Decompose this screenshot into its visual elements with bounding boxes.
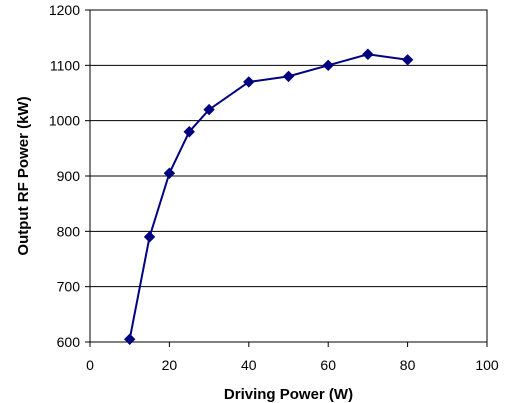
x-tick-label: 40 <box>241 357 257 373</box>
y-tick-label: 1000 <box>49 113 80 129</box>
data-point <box>282 70 295 83</box>
data-point <box>163 167 176 179</box>
x-tick-label: 100 <box>475 357 499 373</box>
x-axis-title: Driving Power (W) <box>224 386 353 403</box>
data-point <box>183 126 195 138</box>
y-tick-label: 600 <box>57 334 81 350</box>
x-tick-label: 20 <box>162 357 178 373</box>
x-tick-label: 60 <box>320 357 336 373</box>
data-point <box>362 48 374 60</box>
series <box>123 48 414 345</box>
y-tick-label: 900 <box>57 168 81 184</box>
data-point <box>143 231 156 243</box>
data-point <box>322 59 334 72</box>
x-axis: 0 20 40 60 80 100 <box>86 342 499 373</box>
y-tick-label: 1100 <box>50 57 80 73</box>
y-axis-title: Output RF Power (kW) <box>15 96 32 255</box>
data-point <box>401 54 414 66</box>
data-point <box>243 76 255 88</box>
data-point <box>123 333 136 345</box>
x-tick-label: 0 <box>86 357 94 373</box>
y-tick-label: 700 <box>57 279 81 295</box>
series-line-0 <box>128 53 408 340</box>
data-point <box>203 103 215 116</box>
y-tick-label: 1200 <box>49 2 80 18</box>
grid-lines <box>90 9 487 343</box>
x-tick-label: 80 <box>400 357 416 373</box>
y-tick-label: 800 <box>57 223 81 239</box>
y-axis: 600 700 800 900 1000 1100 1200 <box>49 2 90 350</box>
